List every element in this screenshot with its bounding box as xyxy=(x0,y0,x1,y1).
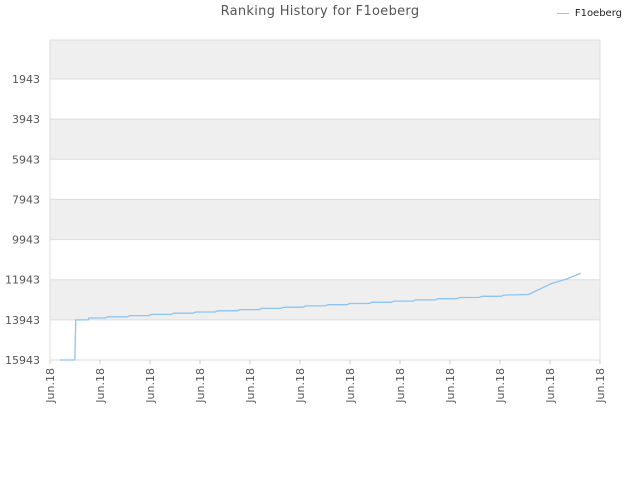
legend: F1oeberg xyxy=(556,8,622,19)
x-tick-label: Jun.18 xyxy=(144,368,157,404)
y-tick-label: 5943 xyxy=(12,153,40,166)
grid-band xyxy=(50,279,600,320)
y-tick-label: 9943 xyxy=(12,234,40,247)
y-tick-label: 15943 xyxy=(5,354,40,367)
x-tick-label: Jun.18 xyxy=(494,368,507,404)
plot-border xyxy=(49,39,601,361)
series-line xyxy=(59,272,582,361)
x-tick-label: Jun.18 xyxy=(94,368,107,404)
grid-band xyxy=(50,78,600,120)
chart-title: Ranking History for F1oeberg xyxy=(220,4,420,19)
grid-band xyxy=(50,40,600,79)
x-tick-label: Jun.18 xyxy=(294,368,307,404)
x-tick-label: Jun.18 xyxy=(344,368,357,404)
x-tick-label: Jun.18 xyxy=(194,368,207,404)
grid-band xyxy=(50,239,600,280)
legend-swatch xyxy=(556,13,569,14)
grid-band xyxy=(50,199,600,240)
y-tick-label: 7943 xyxy=(12,193,40,206)
x-tick-label: Jun.18 xyxy=(444,368,457,404)
x-tick-label: Jun.18 xyxy=(394,368,407,404)
y-tick-label: 3943 xyxy=(12,113,40,126)
x-tick-label: Jun.18 xyxy=(44,368,57,404)
y-tick-label: 1943 xyxy=(12,73,40,86)
x-tick-label: Jun.18 xyxy=(544,368,557,404)
grid-band xyxy=(50,119,600,160)
grid-band xyxy=(50,159,600,200)
y-tick-label: 11943 xyxy=(5,274,40,287)
legend-label: F1oeberg xyxy=(574,8,622,19)
grid-band xyxy=(50,319,600,360)
x-tick-label: Jun.18 xyxy=(244,368,257,404)
y-tick-label: 13943 xyxy=(5,314,40,327)
x-tick-label: Jun.18 xyxy=(594,368,607,404)
